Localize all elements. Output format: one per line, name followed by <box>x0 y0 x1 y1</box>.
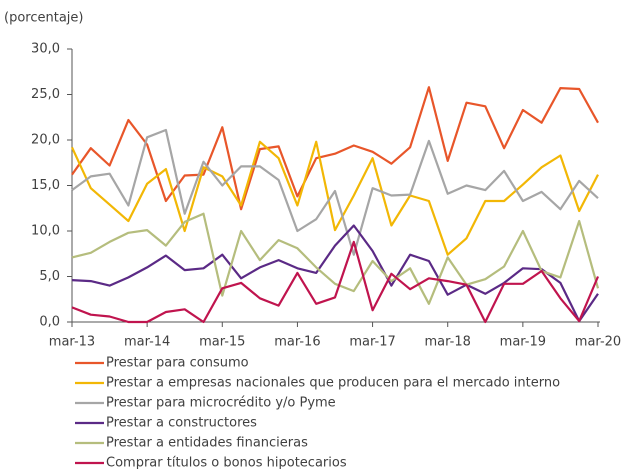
series-line <box>71 240 600 324</box>
y-axis-label: (porcentaje) <box>4 11 83 26</box>
legend-label: Prestar a entidades financieras <box>106 436 308 451</box>
y-tick-label: 20,0 <box>31 133 60 148</box>
series-line <box>71 140 599 256</box>
legend-label: Prestar para consumo <box>106 356 249 371</box>
legend-label: Comprar títulos o bonos hipotecarios <box>106 456 347 469</box>
x-tick-label: mar-14 <box>124 335 170 350</box>
y-tick-label: 30,0 <box>31 42 60 57</box>
y-tick-label: 0,0 <box>39 315 60 330</box>
y-tick-label: 5,0 <box>39 269 60 284</box>
series-line <box>71 128 599 256</box>
x-tick-label: mar-18 <box>425 335 471 350</box>
y-tick-label: 25,0 <box>31 87 60 102</box>
x-tick-label: mar-20 <box>575 335 621 350</box>
legend-label: Prestar para microcrédito y/o Pyme <box>106 396 336 411</box>
legend-label: Prestar a constructores <box>106 416 257 431</box>
y-tick-label: 15,0 <box>31 178 60 193</box>
series-line <box>71 224 599 323</box>
series-line <box>71 212 600 305</box>
x-tick-label: mar-15 <box>199 335 245 350</box>
x-tick-label: mar-17 <box>349 335 395 350</box>
legend-label: Prestar a empresas nacionales que produc… <box>106 376 560 391</box>
x-tick-label: mar-13 <box>49 335 95 350</box>
x-tick-label: mar-19 <box>500 335 546 350</box>
series-line <box>71 86 599 211</box>
x-tick-label: mar-16 <box>274 335 320 350</box>
y-tick-label: 10,0 <box>31 224 60 239</box>
